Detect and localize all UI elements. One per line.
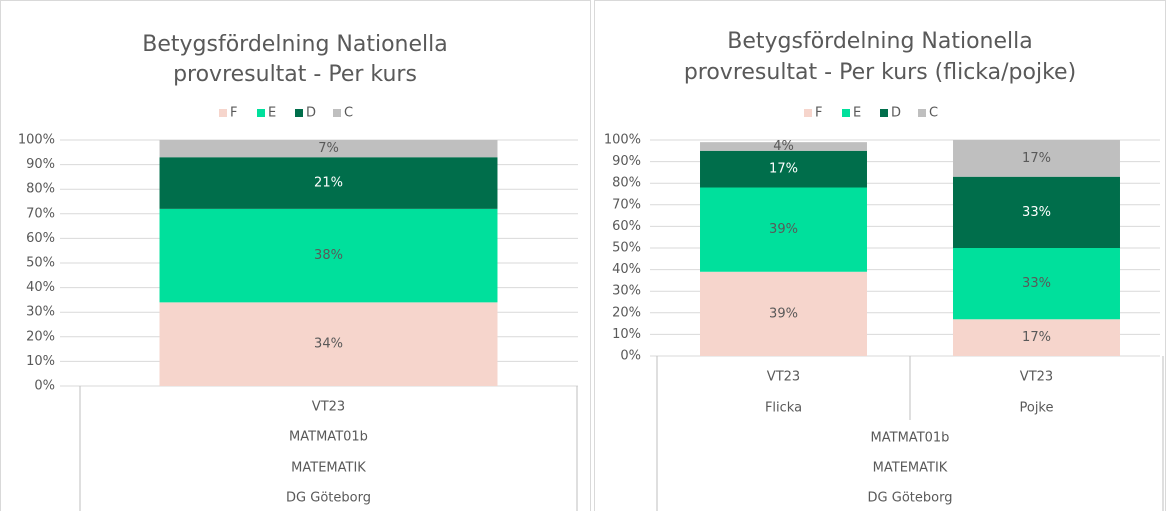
category-period: VT23: [767, 370, 800, 385]
y-tick-label: 50%: [612, 241, 641, 256]
category-period: VT23: [1020, 370, 1053, 385]
bar-segment: [159, 157, 498, 209]
bar-segment: [700, 150, 867, 188]
chart-title: provresultat - Per kurs: [173, 62, 417, 87]
legend-swatch: [804, 109, 812, 117]
legend-swatch: [295, 109, 303, 117]
bar-segment: [953, 248, 1120, 320]
category-label: VT23: [312, 400, 345, 415]
bar-segment: [159, 140, 498, 158]
y-tick-label: 90%: [612, 154, 641, 169]
data-label: 39%: [769, 222, 798, 237]
y-tick-label: 60%: [612, 219, 641, 234]
bar-segment: [159, 208, 498, 303]
category-label: Flicka: [765, 401, 802, 416]
chart-title: Betygsfördelning Nationella: [727, 29, 1032, 54]
panel-border: [594, 0, 1166, 511]
legend-label: E: [853, 106, 861, 121]
data-label: 39%: [769, 306, 798, 321]
group-label: MATMAT01b: [289, 430, 368, 445]
chart-title: Betygsfördelning Nationella: [142, 32, 447, 57]
bar-segment: [953, 319, 1120, 356]
y-tick-label: 0%: [620, 349, 641, 364]
group-label: DG Göteborg: [868, 491, 953, 506]
y-tick-label: 60%: [26, 231, 55, 246]
y-tick-label: 10%: [26, 354, 55, 369]
y-tick-label: 80%: [612, 176, 641, 191]
y-tick-label: 10%: [612, 327, 641, 342]
data-label: 4%: [773, 139, 794, 154]
data-label: 34%: [314, 337, 343, 352]
bar-segment: [700, 271, 867, 356]
data-label: 7%: [318, 141, 339, 156]
y-tick-label: 40%: [612, 262, 641, 277]
y-tick-label: 40%: [26, 280, 55, 295]
chart-title: provresultat - Per kurs (flicka/pojke): [684, 60, 1076, 85]
bar-segment: [953, 140, 1120, 177]
data-label: 17%: [1022, 330, 1051, 345]
legend-label: C: [344, 106, 353, 121]
legend-label: F: [815, 106, 822, 121]
data-label: 21%: [314, 176, 343, 191]
group-label: MATEMATIK: [873, 461, 948, 476]
y-tick-label: 100%: [18, 133, 55, 148]
data-label: 38%: [314, 248, 343, 263]
data-label: 17%: [769, 162, 798, 177]
bar-segment: [953, 176, 1120, 248]
y-tick-label: 20%: [612, 305, 641, 320]
y-tick-label: 30%: [612, 284, 641, 299]
legend-swatch: [918, 109, 926, 117]
bar-segment: [159, 302, 498, 386]
legend-swatch: [257, 109, 265, 117]
group-label: MATMAT01b: [871, 431, 950, 446]
bar-segment: [700, 187, 867, 272]
legend-swatch: [842, 109, 850, 117]
y-tick-label: 80%: [26, 182, 55, 197]
y-tick-label: 30%: [26, 305, 55, 320]
y-tick-label: 20%: [26, 329, 55, 344]
legend-label: C: [929, 106, 938, 121]
data-label: 17%: [1022, 151, 1051, 166]
group-label: DG Göteborg: [286, 491, 371, 506]
group-label: MATEMATIK: [291, 461, 366, 476]
y-tick-label: 0%: [34, 379, 55, 394]
legend-label: D: [306, 106, 316, 121]
y-tick-label: 70%: [612, 197, 641, 212]
y-tick-label: 90%: [26, 157, 55, 172]
panel-border: [0, 0, 591, 511]
legend-label: D: [891, 106, 901, 121]
data-label: 33%: [1022, 205, 1051, 220]
data-label: 33%: [1022, 276, 1051, 291]
legend-label: E: [268, 106, 276, 121]
legend-swatch: [219, 109, 227, 117]
legend-label: F: [230, 106, 237, 121]
bar-segment: [700, 142, 867, 151]
y-tick-label: 100%: [604, 133, 641, 148]
category-label: Pojke: [1019, 401, 1053, 416]
y-tick-label: 50%: [26, 256, 55, 271]
legend-swatch: [333, 109, 341, 117]
legend-swatch: [880, 109, 888, 117]
y-tick-label: 70%: [26, 206, 55, 221]
